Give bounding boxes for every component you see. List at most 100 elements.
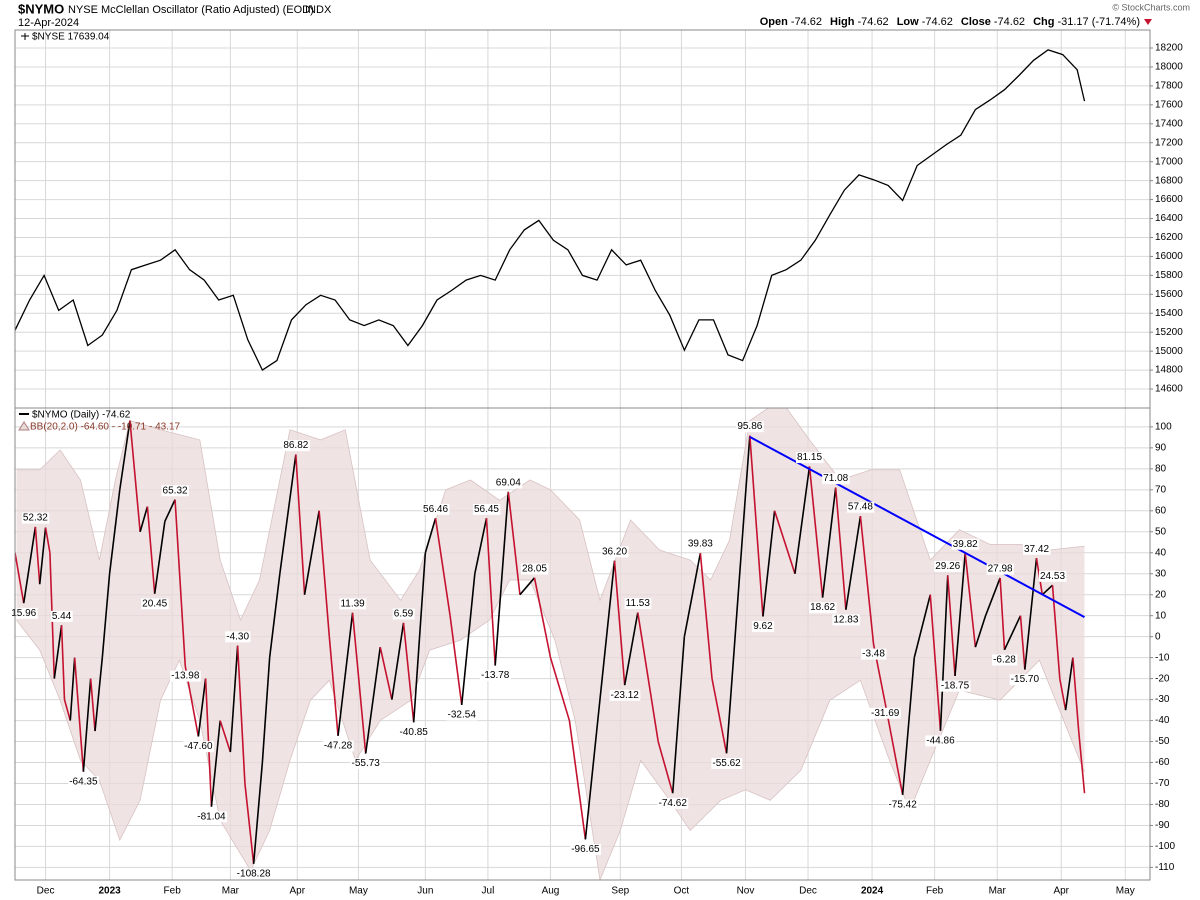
label-bg xyxy=(10,607,38,619)
data-label: 86.82 xyxy=(283,440,308,451)
label-bg xyxy=(869,707,901,719)
y-tick-label: -110 xyxy=(1155,862,1175,873)
quote-value: -74.62 xyxy=(994,16,1025,28)
oscillator-segment xyxy=(268,573,281,658)
oscillator-segment xyxy=(108,489,121,574)
label-bg xyxy=(951,538,980,550)
oscillator-segment xyxy=(519,577,536,596)
label-bg xyxy=(925,735,957,747)
y-tick-label: 50 xyxy=(1155,526,1167,537)
oscillator-segment xyxy=(1058,678,1067,711)
y-tick-label: 90 xyxy=(1155,442,1167,453)
data-label: -4.30 xyxy=(226,631,249,642)
quote-label: High xyxy=(830,16,855,28)
quote-label: Close xyxy=(961,16,991,28)
oscillator-segment xyxy=(174,499,187,667)
oscillator-segment xyxy=(69,657,76,721)
y-tick-label: -10 xyxy=(1155,652,1170,663)
oscillator-segment xyxy=(139,506,149,532)
x-tick-label: Feb xyxy=(926,886,944,897)
oscillator-segment xyxy=(725,435,751,754)
label-bg xyxy=(939,680,971,692)
data-label: -18.75 xyxy=(941,681,970,692)
oscillator-segment xyxy=(197,678,207,737)
oscillator-segment xyxy=(63,699,72,721)
data-label: -31.69 xyxy=(871,708,900,719)
data-label: -40.85 xyxy=(400,727,429,738)
panel-title: $NYMO (Daily) -74.62 xyxy=(32,410,131,421)
y-tick-label: 17200 xyxy=(1155,137,1183,148)
oscillator-segment xyxy=(412,552,427,723)
x-tick-label: May xyxy=(1116,886,1135,897)
oscillator-segment xyxy=(845,515,862,610)
label-bg xyxy=(822,473,850,485)
oscillator-segment xyxy=(402,622,415,723)
watermark: © StockCharts.com xyxy=(1112,2,1190,12)
y-tick-label: 30 xyxy=(1155,568,1167,579)
oscillator-segment xyxy=(762,510,776,617)
y-tick-label: 40 xyxy=(1155,547,1167,558)
oscillator-segment xyxy=(999,577,1006,650)
label-bg xyxy=(736,421,764,433)
y-tick-label: 15200 xyxy=(1155,327,1183,338)
label-bg xyxy=(339,598,367,610)
x-tick-label: Feb xyxy=(164,886,182,897)
label-bg xyxy=(398,726,430,738)
oscillator-segment xyxy=(711,678,728,754)
data-label: 39.82 xyxy=(953,539,978,550)
oscillator-segment xyxy=(164,499,176,522)
oscillator-segment xyxy=(954,553,966,677)
label-bg xyxy=(795,452,824,464)
oscillator-segment xyxy=(328,636,339,736)
label-bg xyxy=(1022,543,1051,555)
oscillator-segment xyxy=(834,487,847,610)
label-bg xyxy=(472,503,501,515)
oscillator-segment xyxy=(699,553,713,679)
oscillator-segment xyxy=(82,678,92,772)
label-bg xyxy=(609,689,641,701)
data-label: -64.35 xyxy=(69,776,98,787)
oscillator-segment xyxy=(73,657,85,772)
data-label: -3.48 xyxy=(862,649,885,660)
oscillator-segment xyxy=(494,491,510,666)
oscillator-segment xyxy=(507,491,521,595)
data-label: 65.32 xyxy=(163,485,188,496)
quote-value: -74.62 xyxy=(922,16,953,28)
data-label: -55.62 xyxy=(712,758,741,769)
oscillator-segment xyxy=(295,454,306,595)
label-bg xyxy=(861,648,887,660)
data-label: 12.83 xyxy=(833,614,858,625)
oscillator-segment xyxy=(1041,584,1054,596)
y-tick-label: 15400 xyxy=(1155,308,1183,319)
y-tick-label: 15000 xyxy=(1155,346,1183,357)
y-tick-label: 14800 xyxy=(1155,365,1183,376)
label-bg xyxy=(752,621,775,633)
label-bg xyxy=(170,670,201,682)
oscillator-segment xyxy=(351,612,367,754)
label-bg xyxy=(282,440,310,452)
oscillator-segment xyxy=(974,615,987,648)
label-bg xyxy=(183,741,214,753)
data-label: 29.26 xyxy=(935,561,960,572)
oscillator-segment xyxy=(22,526,37,604)
label-bg xyxy=(422,503,450,515)
x-tick-label: Mar xyxy=(989,886,1007,897)
oscillator-segment xyxy=(929,594,942,731)
data-label: -74.62 xyxy=(659,798,688,809)
oscillator-segment xyxy=(913,594,932,658)
oscillator-segment xyxy=(53,625,63,679)
data-label: 5.44 xyxy=(52,611,72,622)
panel-subtitle: BB(20,2.0) -64.60 - -10.71 - 43.17 xyxy=(30,422,181,433)
label-bg xyxy=(657,797,689,809)
y-tick-label: 80 xyxy=(1155,463,1167,474)
oscillator-segment xyxy=(1003,615,1022,651)
oscillator-segment xyxy=(434,518,451,616)
label-bg xyxy=(624,598,652,610)
x-tick-label: Dec xyxy=(37,886,55,897)
down-arrow xyxy=(1144,19,1152,25)
y-tick-label: 20 xyxy=(1155,589,1167,600)
x-tick-label: Dec xyxy=(799,886,817,897)
oscillator-segment xyxy=(424,517,437,553)
oscillator-segment xyxy=(1077,730,1086,794)
label-bg xyxy=(570,844,602,856)
